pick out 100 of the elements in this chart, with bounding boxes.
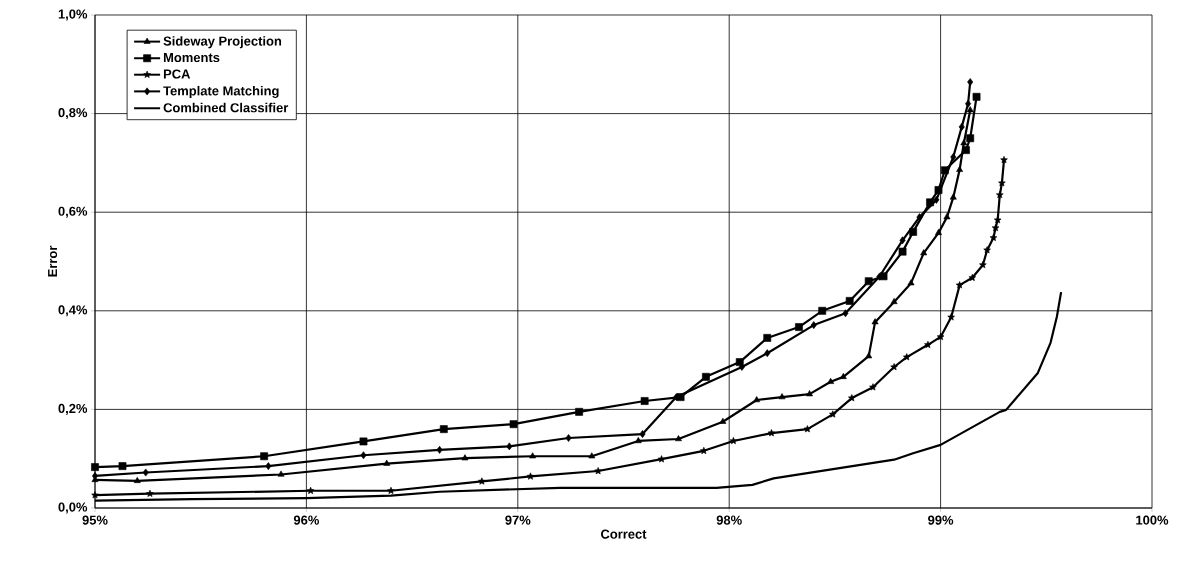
point <box>640 397 649 405</box>
x-tick-label: 95% <box>82 515 108 525</box>
point <box>675 435 682 442</box>
point <box>509 420 518 429</box>
point <box>803 425 812 433</box>
point <box>383 459 391 466</box>
point <box>133 477 141 483</box>
legend-label: Combined Classifier <box>163 102 289 113</box>
point <box>506 442 513 451</box>
point <box>899 236 906 245</box>
point <box>753 396 761 403</box>
point <box>142 468 149 477</box>
point <box>890 298 898 305</box>
point <box>956 165 964 172</box>
point <box>478 477 486 485</box>
point <box>594 467 602 475</box>
point <box>934 186 943 194</box>
point <box>526 472 535 480</box>
point <box>916 213 923 222</box>
point <box>360 451 367 460</box>
point <box>306 486 315 494</box>
y-tick-label: 0,8% <box>58 108 88 120</box>
x-tick-label: 98% <box>716 515 742 525</box>
point <box>965 99 972 108</box>
point <box>890 363 898 371</box>
point <box>962 146 970 154</box>
point <box>933 195 940 204</box>
point <box>958 123 965 131</box>
y-tick-label: 0,2% <box>58 403 88 415</box>
point <box>869 383 877 391</box>
point <box>943 213 951 220</box>
point <box>955 281 964 289</box>
point <box>529 452 536 459</box>
point <box>818 306 827 315</box>
point <box>996 191 1004 199</box>
point <box>260 452 269 461</box>
point <box>575 407 583 416</box>
point <box>91 463 99 471</box>
point <box>795 323 803 331</box>
point <box>865 352 873 359</box>
x-tick-label: 99% <box>928 515 954 525</box>
x-tick-label: 100% <box>1136 515 1169 525</box>
point <box>1000 156 1008 164</box>
point <box>277 470 285 477</box>
point <box>949 193 957 200</box>
point <box>909 228 918 236</box>
point <box>848 394 856 402</box>
point <box>118 462 127 470</box>
point <box>778 393 786 400</box>
point <box>91 491 99 499</box>
point <box>983 246 991 254</box>
y-tick-label: 0,6% <box>58 206 88 218</box>
point <box>436 445 443 454</box>
point <box>936 333 945 341</box>
point <box>461 454 469 461</box>
point <box>764 349 771 358</box>
legend-label: PCA <box>163 69 191 79</box>
point <box>898 247 907 256</box>
point <box>920 249 928 256</box>
point <box>387 486 395 494</box>
point <box>146 489 154 497</box>
point <box>265 462 272 470</box>
point <box>947 313 955 321</box>
point <box>827 377 835 384</box>
point <box>967 78 974 86</box>
point <box>729 437 738 445</box>
point <box>810 321 817 329</box>
point <box>864 277 873 286</box>
legend-label: Template Matching <box>163 85 279 99</box>
point <box>359 437 368 446</box>
point <box>998 179 1006 187</box>
point <box>92 472 98 480</box>
legend-label: Sideway Projection <box>163 36 282 49</box>
x-tick-label: 97% <box>505 515 531 525</box>
point <box>991 224 1000 232</box>
y-tick-label: 0,0% <box>58 502 88 514</box>
point <box>966 134 975 143</box>
point <box>565 434 572 442</box>
point <box>907 279 915 286</box>
legend-label: Moments <box>163 53 220 63</box>
y-tick-label: 0,4% <box>58 305 88 317</box>
point <box>829 410 837 418</box>
point <box>702 372 710 381</box>
point <box>439 425 448 434</box>
point <box>950 153 957 161</box>
point <box>968 273 977 281</box>
point <box>719 417 727 424</box>
point <box>639 430 646 438</box>
point <box>700 446 708 455</box>
point <box>588 452 596 459</box>
y-axis-title: Error <box>48 245 58 277</box>
point <box>767 429 776 437</box>
point <box>989 233 998 242</box>
point <box>979 261 987 269</box>
point <box>960 139 968 146</box>
point <box>763 334 772 342</box>
point <box>839 372 847 379</box>
point <box>842 309 849 318</box>
y-tick-label: 1,0% <box>58 9 88 21</box>
point <box>972 92 981 101</box>
